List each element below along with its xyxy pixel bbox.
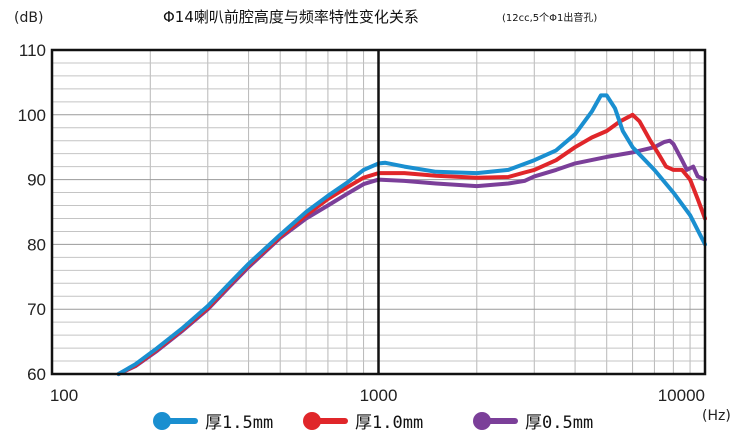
y-tick-label: 100 (18, 106, 46, 125)
legend-swatch-marker (303, 412, 321, 430)
plot-frame (50, 48, 707, 376)
legend-swatch-marker (153, 412, 171, 430)
x-tick-labels: 100 1000 10000 (50, 386, 705, 405)
y-tick-labels: 60 70 80 90 100 110 (18, 41, 46, 384)
y-tick-label: 90 (27, 171, 46, 190)
legend-item: 厚1.5mm (153, 412, 273, 433)
y-tick-label: 70 (27, 300, 46, 319)
x-axis-unit: (Hz) (702, 408, 731, 424)
series-lines (116, 93, 707, 376)
chart-title: Φ14喇叭前腔高度与频率特性变化关系 (163, 8, 419, 26)
legend-item: 厚0.5mm (473, 412, 593, 433)
x-tick-label: 10000 (658, 386, 705, 405)
y-tick-label: 110 (19, 41, 46, 60)
y-tick-label: 80 (27, 235, 46, 254)
y-axis-label: (dB) (14, 10, 43, 26)
x-tick-label: 1000 (360, 386, 398, 405)
chart-subtitle: (12cc,5个Φ1出音孔) (502, 11, 597, 24)
legend-item: 厚1.0mm (303, 412, 423, 433)
legend-label: 厚1.0mm (355, 413, 423, 433)
legend-label: 厚1.5mm (205, 413, 273, 433)
legend-label: 厚0.5mm (525, 413, 593, 433)
legend: 厚1.5mm 厚1.0mm 厚0.5mm (153, 412, 593, 433)
x-tick-label: 100 (50, 386, 78, 405)
series-line (116, 93, 707, 376)
legend-swatch-marker (473, 412, 491, 430)
y-tick-label: 60 (27, 365, 46, 384)
